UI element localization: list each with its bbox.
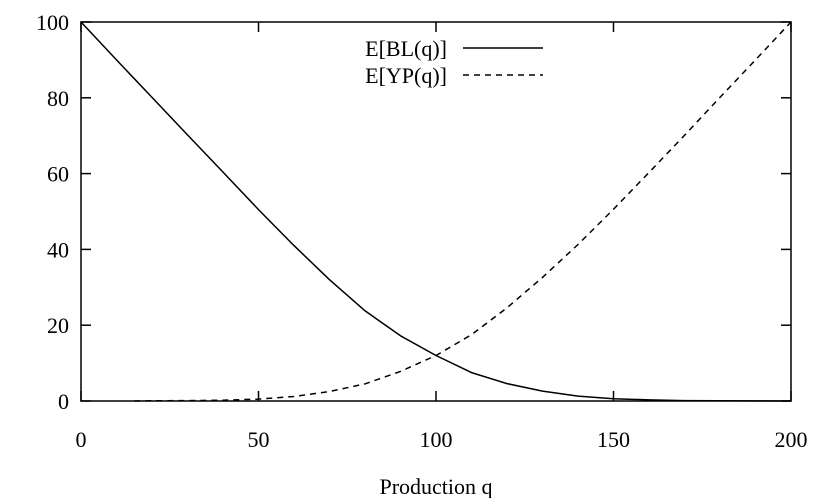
- x-tick-label: 100: [420, 427, 453, 452]
- x-tick-label: 200: [775, 427, 808, 452]
- legend-label: E[YP(q)]: [365, 63, 447, 88]
- x-tick-label: 0: [76, 427, 87, 452]
- series-line-1: [134, 21, 792, 402]
- y-tick-label: 100: [36, 10, 69, 35]
- x-axis-label: Production q: [379, 474, 492, 498]
- axis-tick-labels: 0 50 100 150 200 0 20 40 60 80 100: [36, 10, 808, 452]
- y-tick-label: 20: [47, 313, 69, 338]
- x-tick-label: 150: [597, 427, 630, 452]
- y-tick-label: 40: [47, 237, 69, 262]
- y-tick-label: 60: [47, 162, 69, 187]
- y-tick-label: 0: [58, 389, 69, 414]
- series-lines: [80, 21, 792, 402]
- legend-label: E[BL(q)]: [365, 36, 447, 61]
- x-tick-label: 50: [248, 427, 270, 452]
- legend: E[BL(q)]E[YP(q)]: [365, 36, 543, 88]
- y-tick-label: 80: [47, 86, 69, 111]
